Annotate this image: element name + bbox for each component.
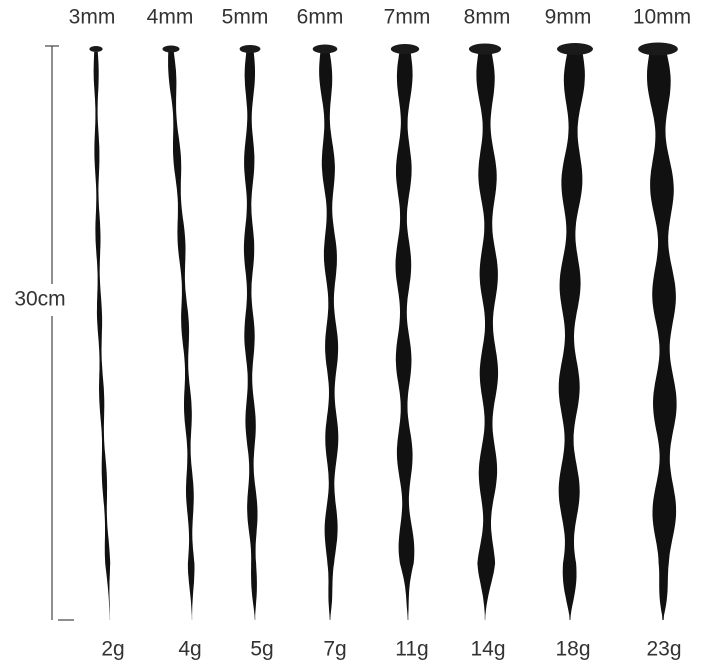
length-label: 30cm [14, 288, 65, 311]
weight-label: 5g [250, 638, 273, 661]
rod [558, 52, 585, 620]
size-label: 3mm [69, 6, 116, 29]
rod-head [468, 43, 502, 55]
weight-label: 18g [555, 638, 590, 661]
rod-head [162, 45, 180, 53]
weight-label: 4g [178, 638, 201, 661]
rod [168, 52, 195, 620]
rod-head [89, 46, 103, 52]
weight-label: 14g [470, 638, 505, 661]
size-label: 4mm [147, 6, 194, 29]
rod-head [638, 42, 678, 56]
rod [647, 52, 677, 620]
size-label: 9mm [545, 6, 592, 29]
size-label: 5mm [222, 6, 269, 29]
rod-head [557, 43, 593, 55]
rod-head [390, 44, 420, 54]
rod-head [312, 44, 338, 54]
weight-label: 11g [395, 638, 428, 661]
rod [476, 52, 499, 620]
size-label: 7mm [384, 6, 431, 29]
rod-head [239, 45, 261, 53]
size-label: 10mm [633, 6, 691, 29]
weight-label: 7g [323, 638, 346, 661]
rod [93, 52, 111, 620]
rod [395, 52, 415, 620]
size-label: 6mm [297, 6, 344, 29]
label-bg [0, 284, 80, 316]
weight-label: 2g [101, 638, 124, 661]
weight-label: 23g [646, 638, 681, 661]
rod [243, 52, 258, 620]
rod [319, 52, 339, 620]
size-label: 8mm [464, 6, 511, 29]
